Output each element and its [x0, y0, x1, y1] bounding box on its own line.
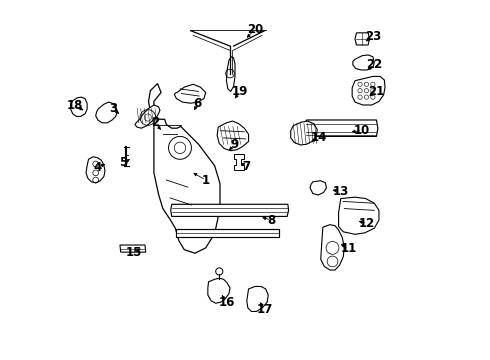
Polygon shape — [86, 157, 105, 183]
Text: 18: 18 — [67, 99, 83, 112]
Text: 12: 12 — [359, 217, 375, 230]
Polygon shape — [208, 278, 230, 303]
Polygon shape — [247, 287, 268, 311]
Text: 9: 9 — [230, 139, 239, 152]
Polygon shape — [353, 55, 374, 70]
Text: 15: 15 — [126, 246, 143, 258]
Text: 5: 5 — [120, 156, 128, 169]
Text: 10: 10 — [354, 124, 370, 137]
Polygon shape — [310, 181, 326, 195]
Polygon shape — [234, 154, 245, 170]
Polygon shape — [291, 121, 317, 145]
Polygon shape — [174, 84, 206, 103]
Text: 19: 19 — [231, 85, 248, 98]
Polygon shape — [96, 102, 117, 123]
Polygon shape — [305, 120, 378, 136]
Text: 14: 14 — [311, 131, 327, 144]
Text: 11: 11 — [341, 242, 357, 255]
Text: 23: 23 — [365, 30, 381, 43]
Polygon shape — [176, 229, 279, 237]
Text: 13: 13 — [333, 185, 349, 198]
Text: 2: 2 — [151, 116, 159, 129]
Polygon shape — [339, 197, 379, 234]
Polygon shape — [71, 97, 87, 116]
Text: 4: 4 — [94, 161, 102, 174]
Polygon shape — [135, 105, 160, 128]
Polygon shape — [355, 33, 369, 45]
Polygon shape — [217, 121, 248, 151]
Text: 16: 16 — [218, 296, 235, 309]
Polygon shape — [321, 225, 344, 270]
Text: 1: 1 — [202, 174, 210, 186]
Polygon shape — [226, 57, 235, 91]
Text: 3: 3 — [109, 102, 117, 115]
Polygon shape — [352, 76, 385, 105]
Text: 21: 21 — [368, 85, 385, 98]
Polygon shape — [120, 245, 146, 252]
Text: 17: 17 — [257, 303, 273, 316]
Text: 22: 22 — [366, 58, 382, 72]
Text: 6: 6 — [194, 97, 202, 110]
Polygon shape — [171, 204, 289, 216]
Text: 8: 8 — [268, 213, 276, 226]
Text: 7: 7 — [243, 160, 251, 173]
Polygon shape — [148, 84, 220, 253]
Text: 20: 20 — [247, 23, 263, 36]
